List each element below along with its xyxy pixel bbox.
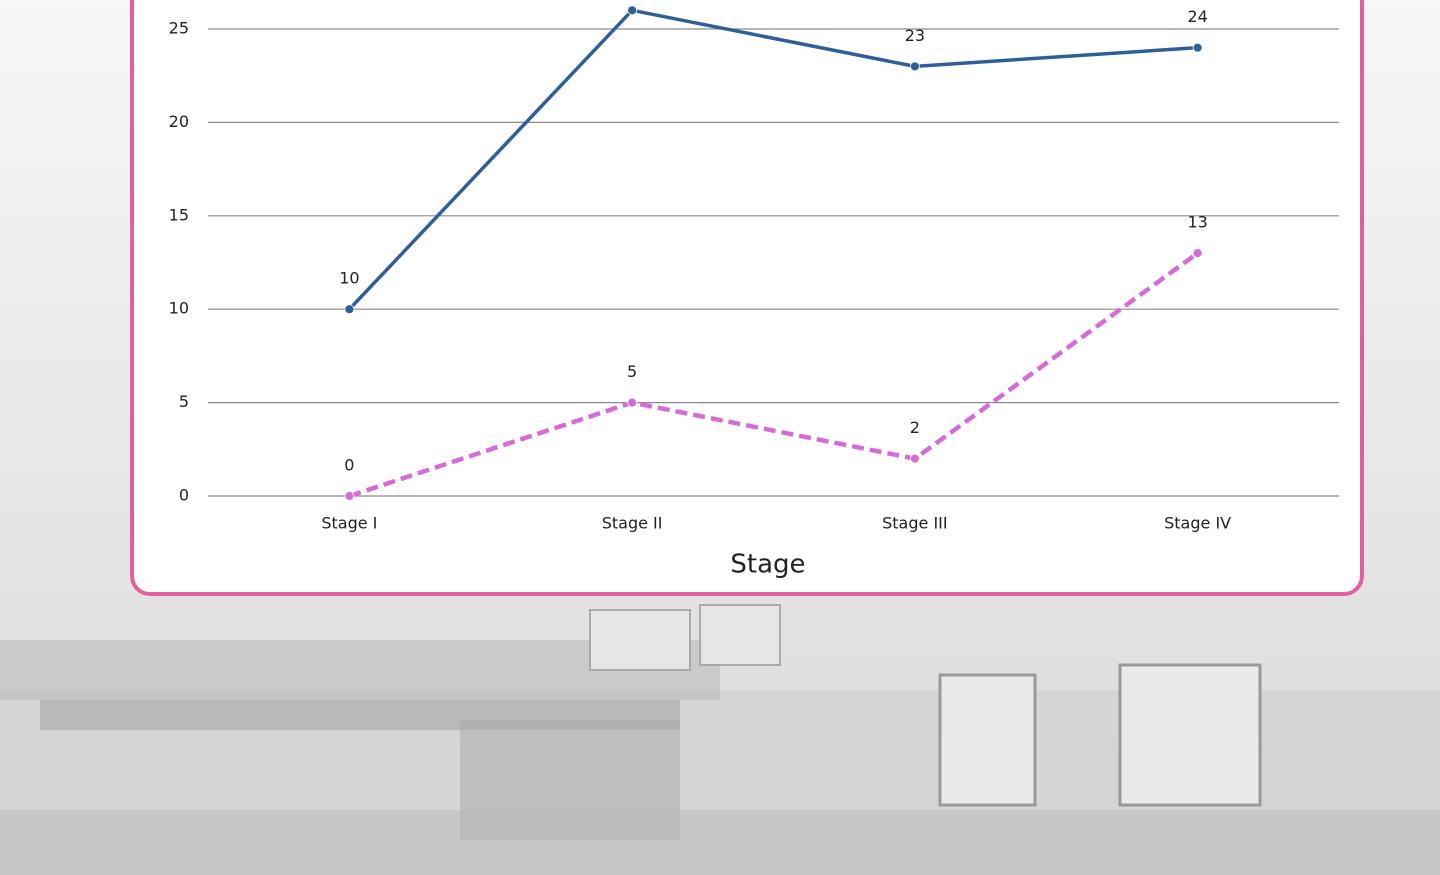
y-tick-label: 10 xyxy=(169,299,189,318)
data-point xyxy=(344,491,355,501)
x-tick-label: Stage II xyxy=(602,514,663,533)
data-label: 2 xyxy=(910,418,920,437)
data-label: 23 xyxy=(905,26,925,45)
data-label: 10 xyxy=(339,269,359,288)
data-label: 13 xyxy=(1187,213,1207,232)
y-tick-label: 20 xyxy=(169,112,189,131)
data-point xyxy=(344,304,355,315)
x-tick-label: Stage I xyxy=(321,514,377,533)
data-label: 5 xyxy=(627,362,637,381)
series-line xyxy=(348,251,1199,499)
data-point xyxy=(1192,248,1203,259)
data-point xyxy=(909,453,920,464)
y-tick-label: 0 xyxy=(179,486,189,505)
y-tick-label: 5 xyxy=(179,392,189,411)
data-label: 0 xyxy=(344,456,354,475)
y-tick-label: 15 xyxy=(169,205,189,224)
data-label: 24 xyxy=(1187,7,1207,26)
x-tick-label: Stage IV xyxy=(1164,514,1231,533)
x-tick-label: Stage III xyxy=(882,514,947,533)
y-tick-label: 25 xyxy=(169,19,189,38)
data-point xyxy=(909,61,920,72)
data-point xyxy=(627,5,638,16)
series-line xyxy=(348,8,1198,311)
data-point xyxy=(627,397,638,408)
chart-frame xyxy=(130,0,1364,596)
data-point xyxy=(1192,42,1203,53)
x-axis-title: Stage xyxy=(730,550,805,580)
